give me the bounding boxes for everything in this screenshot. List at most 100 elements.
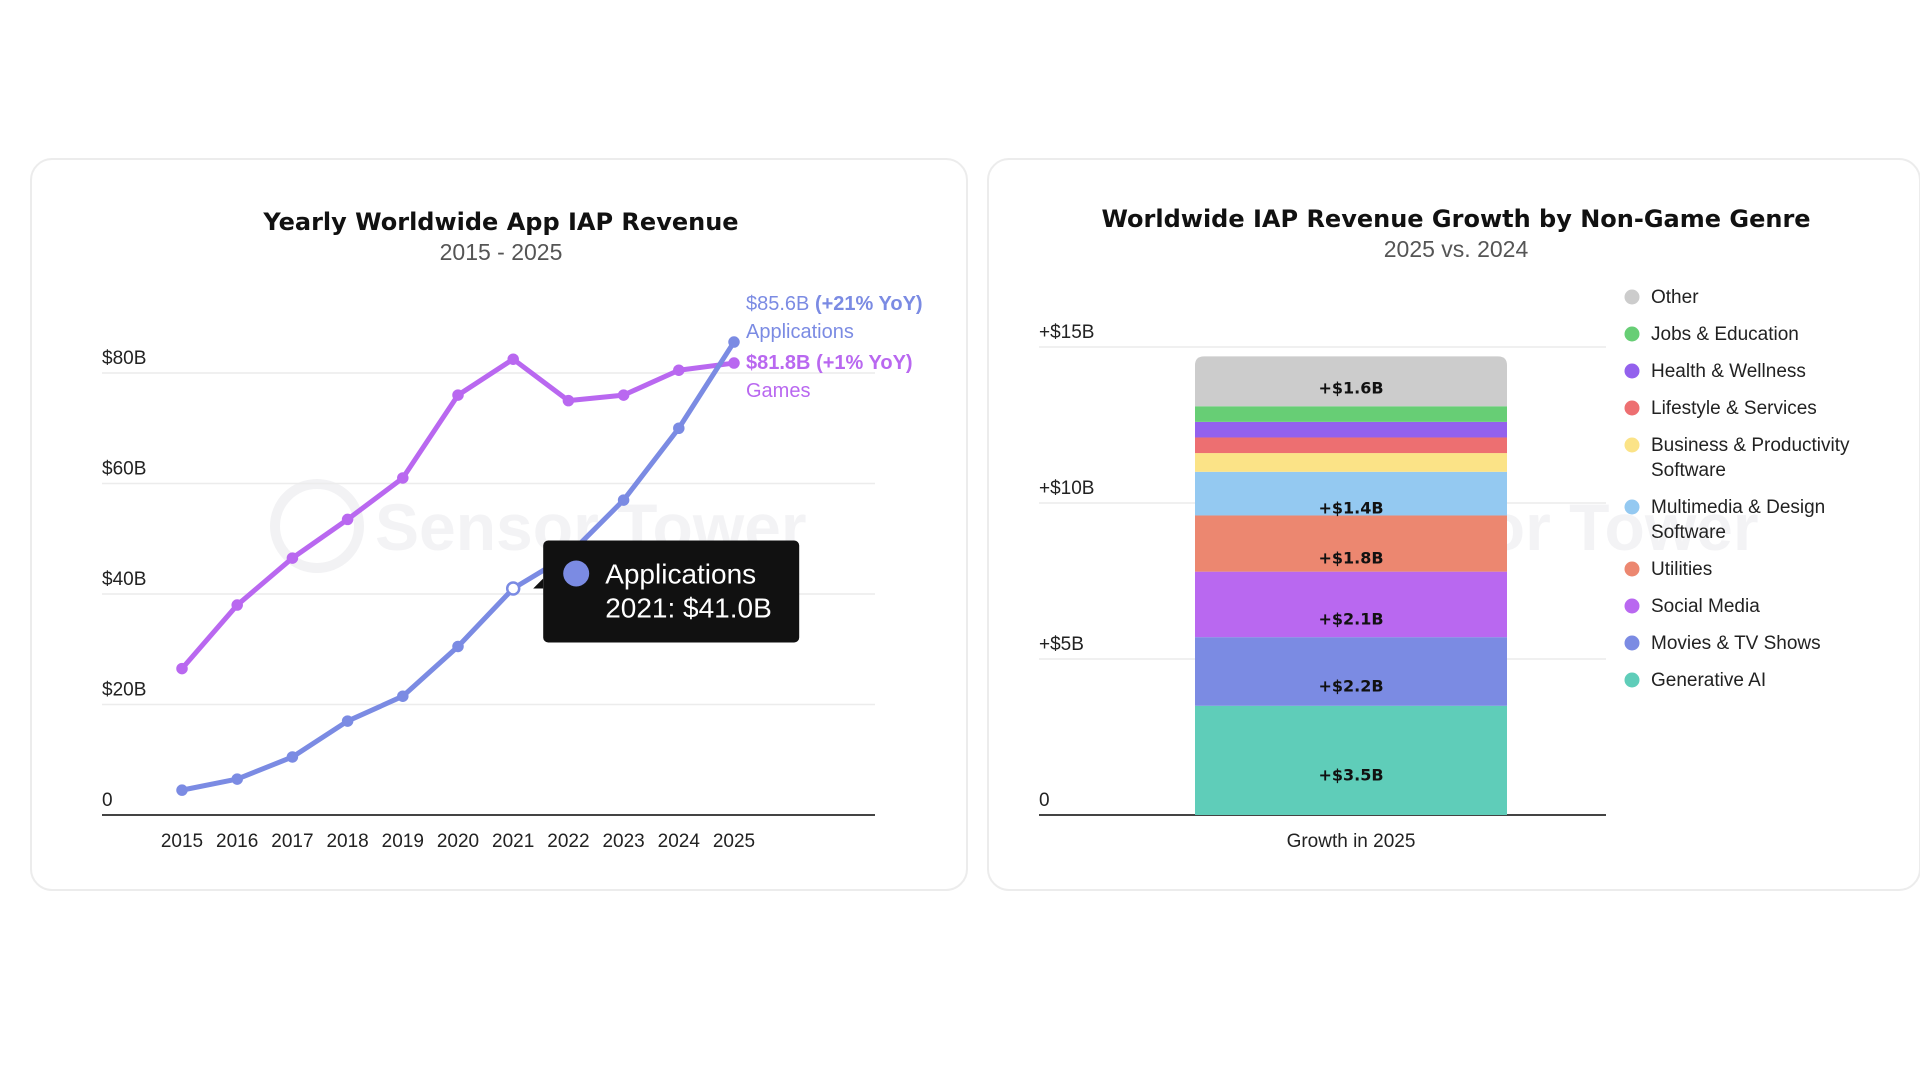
applications-end-value-label: $85.6B (+21% YoY) — [746, 293, 923, 315]
line-chart-title: Yearly Worldwide App IAP Revenue — [262, 208, 738, 236]
bar-segment-label: +$2.1B — [1318, 609, 1383, 628]
legend-label: Utilities — [1651, 559, 1712, 580]
data-point-games[interactable] — [507, 353, 519, 365]
bar-segment[interactable] — [1195, 406, 1507, 422]
applications-end-name-label: Applications — [746, 321, 854, 343]
bar-segment-label: +$1.4B — [1318, 499, 1383, 518]
y-tick-label: +$10B — [1039, 478, 1094, 499]
legend-swatch-icon — [1624, 672, 1640, 688]
x-tick-label: 2023 — [602, 831, 644, 852]
x-tick-label: 2016 — [216, 831, 258, 852]
data-point-applications[interactable] — [341, 715, 354, 727]
bar-segment[interactable] — [1195, 471, 1507, 516]
legend-item[interactable]: Other — [1624, 287, 1700, 308]
x-tick-label: 2024 — [658, 831, 701, 852]
legend-swatch-icon — [1624, 561, 1640, 577]
legend-item[interactable]: Health & Wellness — [1624, 361, 1806, 382]
bar-segment[interactable] — [1195, 453, 1507, 472]
legend-label: Other — [1651, 287, 1699, 308]
data-point-applications[interactable] — [673, 422, 685, 434]
y-tick-label: $40B — [102, 569, 146, 590]
data-point-applications[interactable] — [617, 494, 630, 506]
data-point-applications[interactable] — [728, 336, 740, 348]
data-point-games[interactable] — [231, 599, 243, 611]
legend-label: Business & Productivity Software — [1651, 435, 1850, 481]
x-tick-label: 2025 — [713, 831, 755, 852]
tooltip-series-name: Applications — [605, 558, 756, 589]
data-point-applications[interactable] — [397, 690, 409, 702]
legend-swatch-icon — [1624, 598, 1640, 614]
genre-growth-bar-chart: Worldwide IAP Revenue Growth by Non-Game… — [1039, 205, 1851, 852]
line-chart-subtitle: 2015 - 2025 — [440, 239, 563, 265]
legend-item[interactable]: Generative AI — [1624, 670, 1767, 691]
bar-chart-subtitle: 2025 vs. 2024 — [1384, 236, 1529, 262]
tooltip-series-marker-icon — [563, 560, 590, 587]
data-point-games[interactable] — [341, 513, 354, 526]
legend-label: Multimedia & Design Software — [1651, 497, 1825, 543]
bar-segment-label: +$1.8B — [1318, 549, 1383, 568]
y-tick-label: $60B — [102, 459, 146, 480]
y-tick-label: 0 — [102, 790, 113, 811]
legend-swatch-icon — [1624, 289, 1640, 305]
tooltip-box — [543, 540, 800, 643]
data-point-games[interactable] — [452, 389, 464, 401]
legend-label: Jobs & Education — [1651, 324, 1799, 345]
data-point-games[interactable] — [673, 364, 685, 376]
y-tick-label: 0 — [1039, 790, 1050, 811]
data-point-games[interactable] — [728, 357, 740, 369]
x-tick-label: 2022 — [547, 831, 589, 852]
games-end-value-label: $81.8B (+1% YoY) — [746, 352, 913, 374]
data-point-applications[interactable] — [231, 773, 243, 785]
x-tick-label: 2019 — [382, 831, 424, 852]
revenue-line-chart: Yearly Worldwide App IAP Revenue 2015 - 2… — [102, 208, 923, 852]
legend-swatch-icon — [1624, 499, 1640, 515]
tooltip-value: 2021: $41.0B — [605, 592, 772, 623]
data-point-games[interactable] — [176, 662, 188, 675]
bar-chart-title: Worldwide IAP Revenue Growth by Non-Game… — [1101, 205, 1810, 233]
bar-segment[interactable] — [1195, 356, 1507, 407]
bar-segment[interactable] — [1195, 515, 1507, 572]
revenue-line-chart-card: Yearly Worldwide App IAP Revenue 2015 - 2… — [30, 158, 968, 891]
bar-segment[interactable] — [1195, 437, 1507, 454]
y-tick-label: +$15B — [1039, 322, 1094, 343]
legend-item[interactable]: Jobs & Education — [1624, 324, 1799, 345]
bar-segment-label: +$1.6B — [1318, 378, 1383, 397]
data-point-games[interactable] — [397, 472, 409, 484]
bar-segment-label: +$3.5B — [1318, 765, 1383, 784]
bar-segment[interactable] — [1195, 637, 1507, 706]
bar-segment-label: +$2.2B — [1318, 676, 1383, 695]
legend-swatch-icon — [1624, 326, 1640, 342]
legend-swatch-icon — [1624, 363, 1640, 379]
x-tick-label: 2018 — [326, 831, 368, 852]
x-tick-label: 2021 — [492, 831, 534, 852]
x-tick-label: 2020 — [437, 831, 479, 852]
y-tick-label: $80B — [102, 348, 146, 369]
bar-segment[interactable] — [1195, 571, 1507, 638]
legend-label: Social Media — [1651, 596, 1760, 617]
bar-segment[interactable] — [1195, 421, 1507, 438]
data-point-games[interactable] — [286, 552, 299, 564]
y-tick-label: +$5B — [1039, 634, 1084, 655]
bar-segment[interactable] — [1195, 705, 1507, 815]
legend-item[interactable]: Social Media — [1624, 596, 1761, 617]
x-tick-label: 2015 — [161, 831, 203, 852]
data-point-applications[interactable] — [176, 784, 188, 796]
data-point-applications[interactable] — [286, 751, 299, 763]
data-point-applications[interactable] — [452, 640, 464, 653]
legend-swatch-icon — [1624, 437, 1640, 453]
legend-item[interactable]: Multimedia & Design Software — [1624, 497, 1826, 543]
genre-growth-bar-chart-card: Worldwide IAP Revenue Growth by Non-Game… — [987, 158, 1920, 891]
legend-item[interactable]: Utilities — [1624, 559, 1713, 580]
data-point-games[interactable] — [562, 394, 575, 407]
legend-swatch-icon — [1624, 635, 1640, 651]
legend-item[interactable]: Lifestyle & Services — [1624, 398, 1817, 419]
legend-label: Health & Wellness — [1651, 361, 1806, 382]
data-point-games[interactable] — [617, 389, 630, 401]
legend-swatch-icon — [1624, 400, 1640, 416]
legend-item[interactable]: Movies & TV Shows — [1624, 633, 1821, 654]
legend-label: Movies & TV Shows — [1651, 633, 1821, 654]
games-end-name-label: Games — [746, 380, 810, 402]
data-point-applications[interactable] — [505, 581, 521, 596]
legend-item[interactable]: Business & Productivity Software — [1624, 435, 1851, 481]
